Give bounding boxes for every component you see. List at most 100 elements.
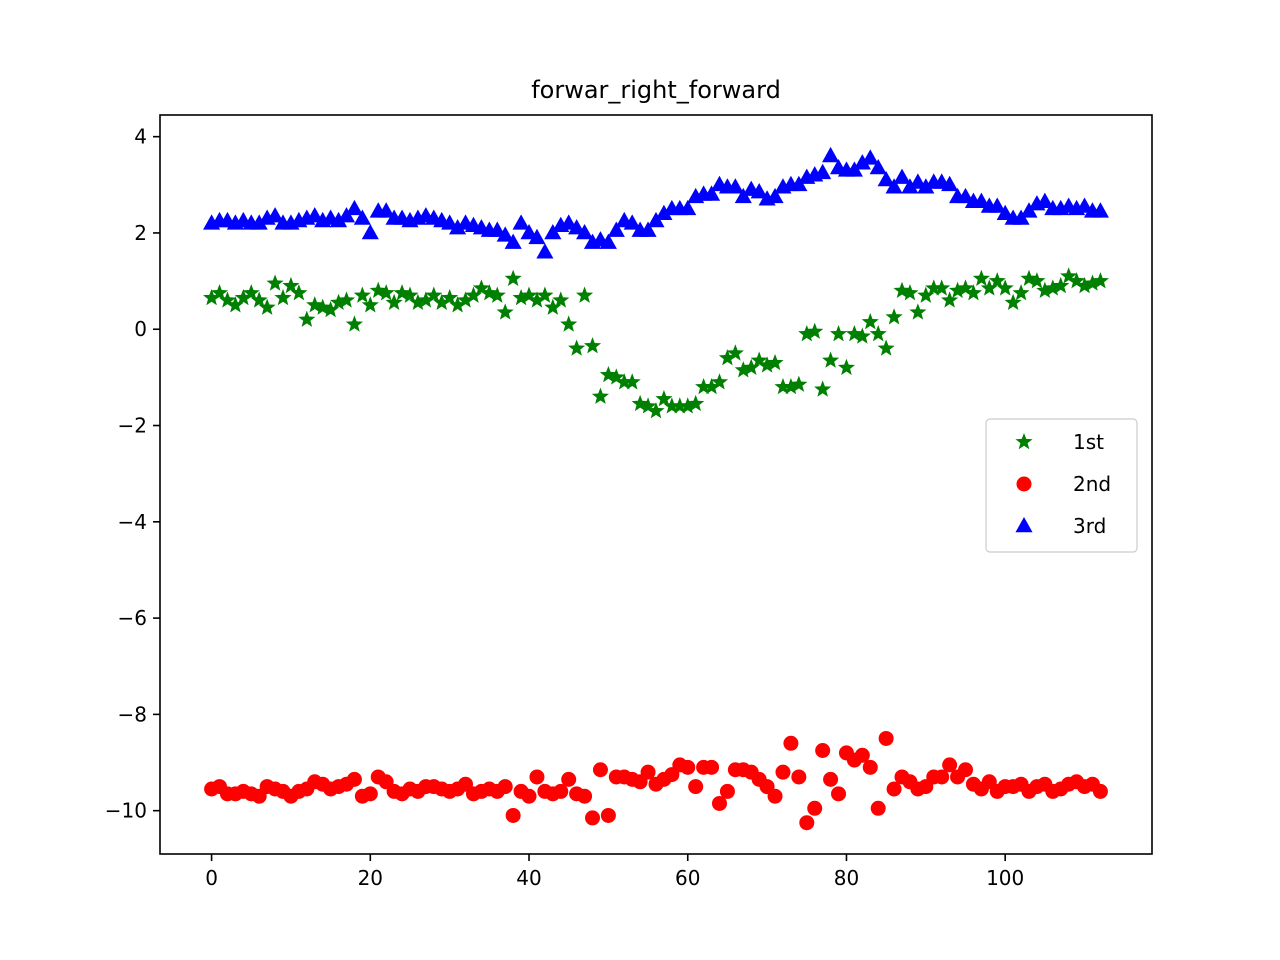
data-point-1st [258,298,276,315]
data-point-1st [949,281,967,298]
data-point-1st [441,288,459,306]
data-point-1st [401,286,419,303]
data-point-3rd [917,178,935,194]
data-point-3rd [266,207,284,223]
plot-frame [159,114,1153,855]
data-point-3rd [576,223,594,240]
data-point-1st [1091,272,1109,289]
data-point-1st [822,351,840,368]
data-point-1st [671,397,689,414]
legend-label: 2nd [1073,472,1111,496]
data-point-1st [933,279,951,296]
data-point-1st [710,373,729,390]
data-point-2nd [791,769,807,785]
data-point-3rd [639,221,657,237]
data-point-1st [203,288,221,306]
legend-box [985,418,1138,553]
data-point-1st [576,286,594,303]
data-point-1st [583,337,602,354]
data-point-1st [298,310,316,327]
data-point-1st [480,284,498,301]
data-point-1st [322,300,340,318]
data-point-3rd [853,154,871,170]
data-point-2nd [592,762,608,778]
data-point-2nd [719,783,735,799]
legend-marker-3rd [1015,517,1033,533]
data-point-1st [861,313,879,330]
series-3rd [203,146,1109,259]
data-point-1st [869,325,887,342]
data-point-3rd [750,183,768,199]
data-point-1st [647,402,665,419]
data-point-1st [1044,279,1062,296]
data-point-1st [956,279,975,296]
data-points [203,146,1109,831]
data-point-1st [782,378,800,395]
data-point-1st [337,291,356,308]
data-point-1st [1012,284,1030,301]
data-point-1st [877,339,895,356]
data-point-3rd [1091,202,1109,218]
data-point-3rd [496,226,514,242]
data-point-3rd [988,197,1006,213]
y-axis: 4 2 0 −2 −4 −6 −8 −10 [105,125,160,823]
data-point-1st [726,344,744,361]
data-point-1st [425,286,443,303]
data-point-1st [218,291,237,308]
data-point-1st [250,291,268,308]
data-point-1st [290,284,308,301]
data-point-2nd [831,786,847,802]
data-point-3rd [512,214,530,230]
data-point-2nd [600,807,616,823]
data-point-1st [234,288,252,306]
data-point-3rd [869,158,887,175]
data-point-3rd [607,221,625,237]
data-point-1st [504,269,522,286]
data-point-3rd [861,149,879,165]
series-1st [203,267,1109,419]
data-point-1st [639,397,657,414]
data-point-1st [909,303,927,320]
data-point-1st [345,315,363,332]
data-point-1st [599,365,617,383]
data-point-1st [544,298,562,315]
data-point-1st [687,394,705,412]
data-point-1st [702,378,721,395]
x-tick-label: 40 [516,866,541,890]
y-tick-label: −10 [105,799,147,823]
data-point-3rd [893,168,911,184]
data-point-1st [306,296,324,313]
data-point-1st [837,358,856,376]
data-point-1st [814,380,832,397]
series-2nd [204,730,1108,831]
data-point-2nd [362,786,378,802]
data-point-1st [385,293,403,311]
legend-marker-2nd [1016,476,1032,492]
data-point-1st [456,291,475,308]
legend: 1st 2nd 3rd [985,418,1138,553]
y-tick-label: 2 [134,221,147,245]
data-point-2nd [521,788,537,804]
data-point-1st [472,279,490,296]
data-point-2nd [934,769,950,785]
data-point-3rd [726,178,744,194]
data-point-3rd [504,233,522,249]
data-point-2nd [704,759,720,775]
data-point-1st [988,272,1006,289]
data-point-1st [829,325,848,342]
data-point-3rd [623,214,641,230]
data-point-1st [242,284,260,301]
data-point-1st [520,286,538,303]
data-point-1st [742,358,760,376]
data-point-1st [512,288,530,306]
x-tick-label: 60 [675,866,700,890]
data-point-1st [1036,281,1054,298]
data-point-2nd [783,735,799,751]
data-point-3rd [361,223,379,240]
y-tick-label: −4 [118,510,147,534]
data-point-1st [1075,276,1094,294]
x-tick-label: 100 [986,866,1024,890]
data-point-2nd [886,781,902,797]
data-point-2nd [775,764,791,780]
data-point-1st [758,356,776,373]
